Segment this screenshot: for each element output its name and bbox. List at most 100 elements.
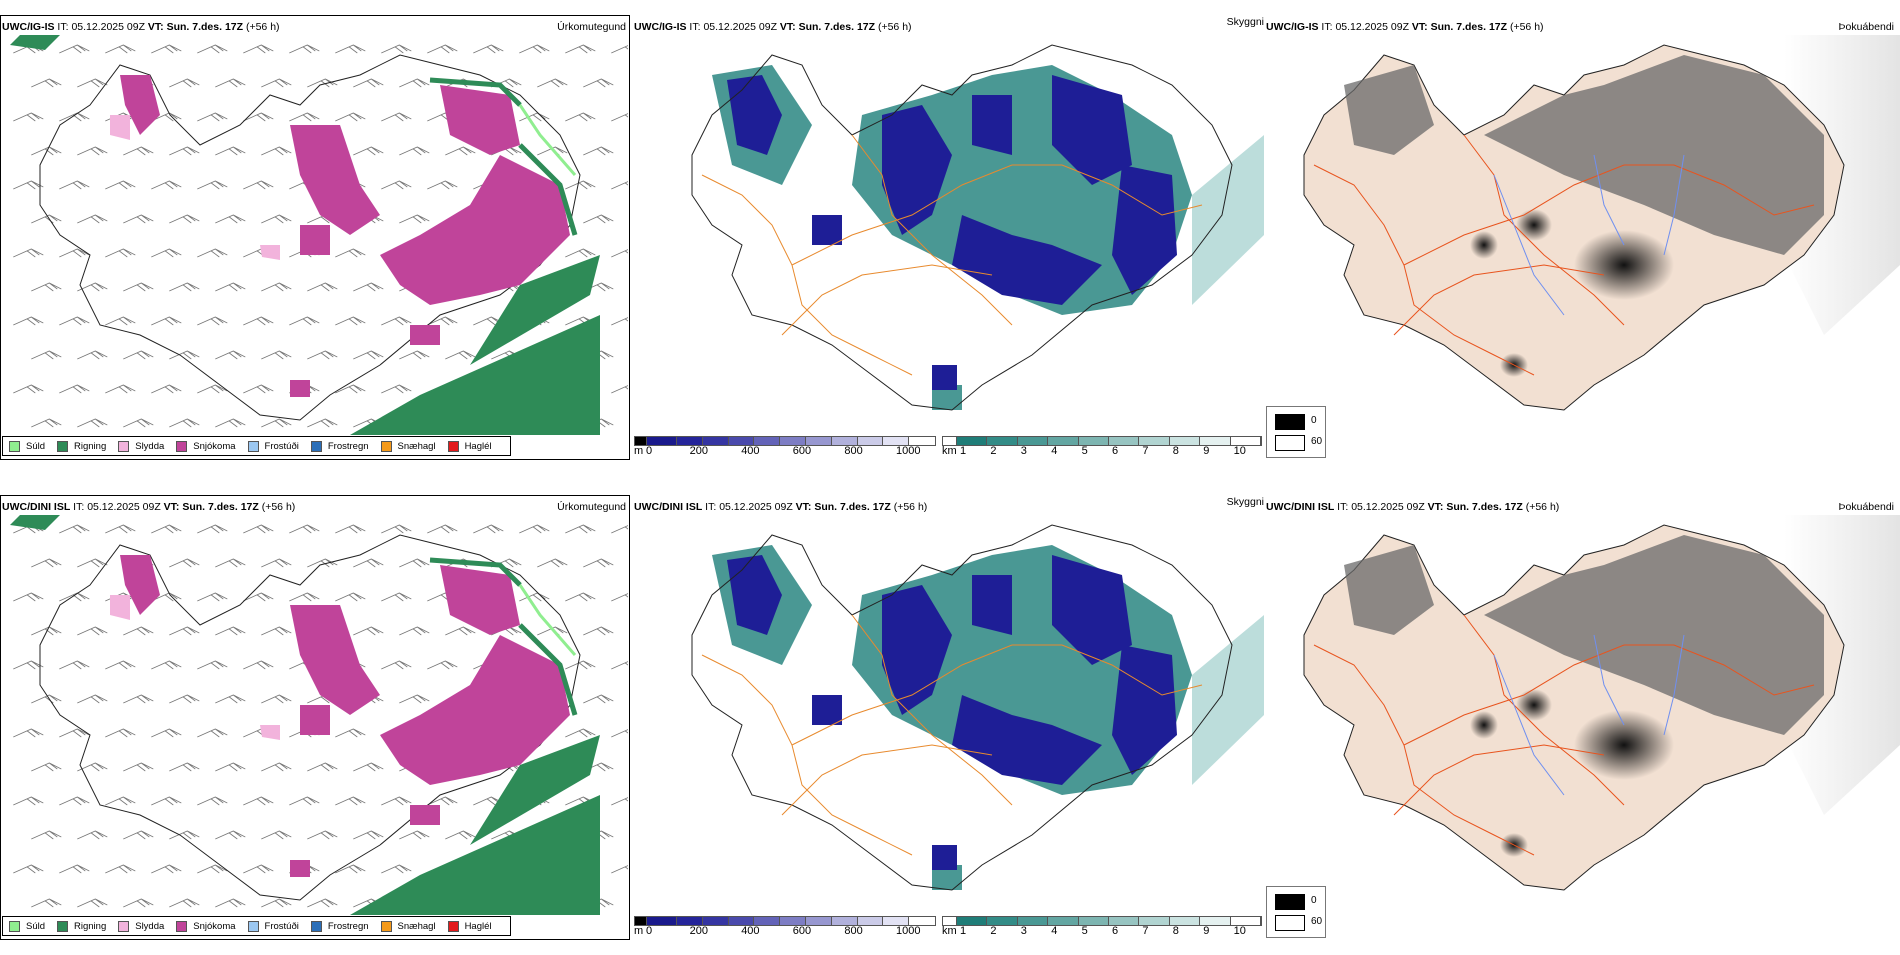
panel-header: UWC/DINI ISL IT: 05.12.2025 09Z VT: Sun.…	[1266, 501, 1559, 513]
vt-label: VT:	[1411, 21, 1428, 33]
wind-barb	[197, 660, 228, 670]
fog-indicator-panel: UWC/DINI ISL IT: 05.12.2025 09Z VT: Sun.…	[1264, 480, 1900, 950]
cloudbase-tick-label: 0	[646, 925, 653, 937]
roads	[1313, 614, 1815, 856]
wind-barb	[565, 592, 596, 602]
cloudbase-areas	[727, 75, 1177, 390]
precip-legend-item: Haglél	[447, 440, 492, 452]
rain-area	[350, 795, 600, 915]
wind-barb	[261, 282, 292, 292]
wind-barb	[289, 796, 320, 806]
precip-legend-item: Slydda	[118, 920, 164, 932]
wind-barb	[197, 524, 228, 534]
wind-barb	[289, 316, 320, 326]
wind-barb	[59, 728, 90, 738]
sleet-areas	[110, 115, 280, 260]
wind-barb	[261, 694, 292, 704]
wind-barb	[59, 316, 90, 326]
precip-legend-item: Frostúði	[247, 920, 299, 932]
it-label: IT:	[1337, 501, 1349, 513]
wind-barb	[611, 249, 628, 258]
vt-label: VT:	[779, 21, 796, 33]
wind-barb	[565, 248, 596, 258]
wind-barb	[13, 180, 44, 190]
it-value: 05.12.2025 09Z	[1335, 21, 1409, 33]
wind-barb	[215, 350, 246, 360]
wind-barb	[353, 282, 384, 292]
iceland-outline	[39, 534, 581, 901]
wind-barb	[59, 44, 90, 54]
wind-barb	[565, 44, 596, 54]
wind-barb	[59, 384, 90, 394]
rain-area	[470, 255, 600, 365]
visibility-color-step	[1139, 437, 1170, 445]
vt-label: VT:	[147, 21, 164, 33]
cloudbase-color-step	[831, 437, 858, 445]
wind-barb	[335, 592, 366, 602]
vt-value: Sun. 7.des. 17Z	[798, 21, 876, 33]
wind-barb	[399, 558, 430, 568]
drizzle-coast	[518, 584, 577, 656]
visibility-color-step	[943, 437, 957, 445]
cloudbase-color-step	[728, 437, 755, 445]
it-label: IT:	[73, 501, 85, 513]
precip-legend-item: Súld	[9, 920, 45, 932]
wind-barb	[77, 214, 108, 224]
precip-legend-label: Frostúði	[264, 920, 299, 932]
wind-barb	[261, 146, 292, 156]
wind-barb	[381, 592, 412, 602]
visibility-color-step	[1108, 917, 1140, 925]
visibility-tick-label: 8	[1172, 445, 1179, 457]
cloudbase-tick-label: 200	[689, 925, 708, 937]
wind-barb	[31, 762, 62, 772]
wind-barb	[445, 830, 476, 840]
wind-barb	[105, 248, 136, 258]
precip-legend: Súld Rigning Slydda Snjókoma Frostúði Frostre…	[2, 916, 511, 936]
lead-time: (+56 h)	[1525, 501, 1560, 513]
wind-barb	[381, 660, 412, 670]
wind-barb	[399, 350, 430, 360]
visibility-tick-label: 6	[1112, 925, 1119, 937]
visibility-color-step	[1139, 917, 1170, 925]
cloudbase-tick-label: 600	[792, 445, 812, 457]
visibility-tick-label: 3	[1020, 445, 1027, 457]
it-value: 05.12.2025 09Z	[87, 501, 161, 513]
vt-value: Sun. 7.des. 17Z	[814, 501, 891, 513]
wind-barb	[105, 728, 136, 738]
precip-legend-swatch	[9, 920, 20, 932]
wind-barb	[13, 728, 44, 738]
wind-barb	[77, 558, 108, 568]
precip-legend-item: Snjókoma	[176, 920, 236, 932]
precip-legend-label: Snjókoma	[193, 920, 236, 932]
it-label: IT:	[1321, 21, 1333, 33]
wind-barb	[13, 592, 44, 602]
precip-legend-label: Frostúði	[264, 440, 299, 452]
wind-barb	[243, 660, 274, 670]
wind-barb	[335, 864, 366, 874]
roads	[701, 614, 1203, 856]
wind-barb	[611, 525, 628, 534]
wind-barb	[427, 316, 458, 326]
cloudbase-color-step	[647, 437, 677, 445]
fog-indicator-panel: UWC/IG-IS IT: 05.12.2025 09Z VT: Sun. 7.…	[1264, 0, 1900, 470]
wind-barb	[289, 592, 320, 602]
vt-value: Sun. 7.des. 17Z	[1430, 21, 1508, 33]
wind-barb	[399, 146, 430, 156]
fog-dense	[1516, 689, 1552, 721]
wind-barb	[197, 796, 228, 806]
wind-barb	[519, 44, 550, 54]
wind-barb	[215, 214, 246, 224]
wind-barb	[243, 796, 274, 806]
precip-map	[10, 515, 628, 915]
precip-legend-item: Haglél	[447, 920, 492, 932]
rain-coast	[429, 77, 578, 236]
visibility-tick-label: 5	[1081, 445, 1088, 457]
wind-barb	[31, 694, 62, 704]
wind-barb	[583, 146, 614, 156]
wind-barb	[399, 694, 430, 704]
wind-barb	[13, 248, 44, 258]
wind-barb	[59, 112, 90, 122]
model-name: UWC/IG-IS	[634, 21, 687, 33]
cloudbase-color-step	[647, 917, 677, 925]
visibility-area	[1192, 615, 1264, 785]
